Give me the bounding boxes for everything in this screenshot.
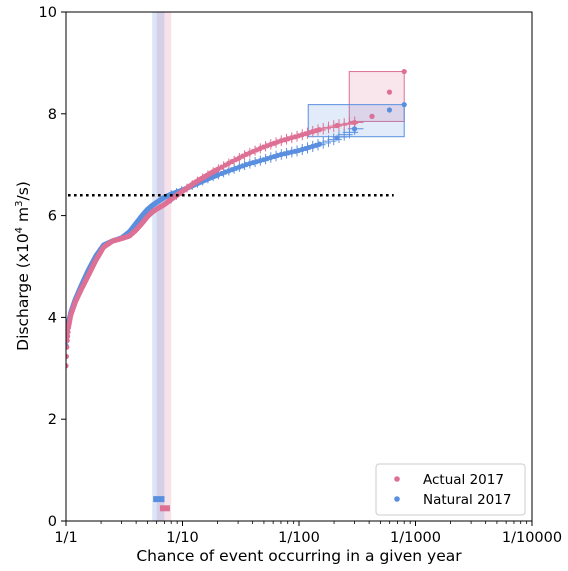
x-tick-label: 1/1 xyxy=(54,530,77,546)
return-period-marker-actual xyxy=(159,505,170,512)
tail-uncertainty-box-actual xyxy=(348,71,405,122)
legend-label-actual: Actual 2017 xyxy=(423,472,504,488)
legend: Actual 2017 Natural 2017 xyxy=(375,463,526,516)
return-period-marker-natural xyxy=(153,496,165,503)
x-tick-label: 1/1000 xyxy=(390,530,441,546)
y-tick-label: 2 xyxy=(48,412,57,428)
y-tick-label: 8 xyxy=(48,107,57,123)
x-axis-label: Chance of event occurring in a given yea… xyxy=(136,547,462,565)
data-point-actual xyxy=(66,337,70,344)
data-point-actual xyxy=(66,363,69,369)
x-tick-label: 1/100 xyxy=(278,530,320,546)
data-point-actual xyxy=(316,127,323,133)
return-period-band-actual xyxy=(156,12,172,521)
return-period-band-natural xyxy=(152,12,165,521)
legend-frame xyxy=(375,463,526,516)
y-axis: 0 2 4 6 8 10 xyxy=(39,5,66,530)
data-point-natural xyxy=(386,107,393,113)
x-tick-label: 1/10000 xyxy=(502,530,562,546)
plot-area xyxy=(66,12,407,521)
legend-marker-natural xyxy=(394,496,400,502)
x-tick-label: 1/10 xyxy=(166,530,199,546)
data-point-actual xyxy=(351,119,358,126)
data-point-natural xyxy=(316,141,323,147)
x-axis: 1/1 1/10 1/100 1/1000 1/10000 xyxy=(54,521,562,546)
return-period-markers xyxy=(153,496,170,512)
data-point-actual xyxy=(369,113,375,120)
data-point-actual xyxy=(386,89,393,95)
y-tick-label: 4 xyxy=(48,310,57,326)
data-point-actual xyxy=(66,333,71,339)
return-period-bands xyxy=(152,12,172,521)
data-point-natural xyxy=(351,126,358,132)
legend-marker-actual xyxy=(394,476,400,482)
data-point-natural xyxy=(401,102,407,108)
legend-label-natural: Natural 2017 xyxy=(423,492,511,508)
y-tick-label: 10 xyxy=(39,5,57,21)
data-point-actual xyxy=(66,344,70,350)
y-tick-label: 6 xyxy=(48,209,57,225)
data-point-actual xyxy=(401,68,407,75)
y-tick-label: 0 xyxy=(48,514,57,530)
data-point-actual xyxy=(334,122,340,129)
y-axis-label: Discharge (x104 m3/s) xyxy=(14,181,32,351)
data-point-actual xyxy=(66,353,70,360)
data-point-natural xyxy=(334,135,340,141)
data-point-actual xyxy=(66,329,71,335)
